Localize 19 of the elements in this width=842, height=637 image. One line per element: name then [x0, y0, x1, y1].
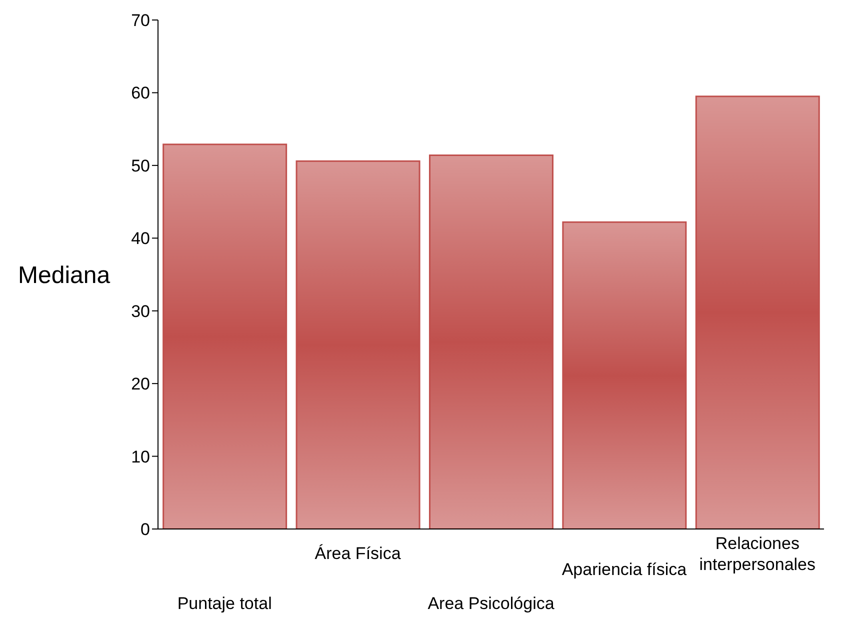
bar [695, 96, 820, 529]
y-tick-label: 10 [131, 447, 150, 466]
y-tick-label: 40 [131, 229, 150, 248]
bar [162, 144, 288, 529]
x-tick-label: Área Física [314, 544, 402, 563]
x-tick-label: Area Psicológica [428, 594, 555, 613]
y-tick-label: 30 [131, 302, 150, 321]
y-axis-title: Mediana [18, 262, 111, 290]
y-tick-label: 0 [140, 520, 150, 540]
bar [428, 154, 554, 529]
x-tick-label: Puntaje total [177, 594, 272, 613]
y-tick-label: 20 [131, 374, 150, 394]
bar [296, 160, 420, 529]
bar [562, 221, 687, 529]
x-tick-label: Apariencia física [562, 560, 688, 579]
x-tick-label: Relaciones interpersonales [699, 534, 816, 574]
y-tick-label: 60 [131, 84, 150, 103]
y-tick-label: 50 [131, 156, 150, 176]
y-tick-label: 70 [131, 11, 150, 30]
